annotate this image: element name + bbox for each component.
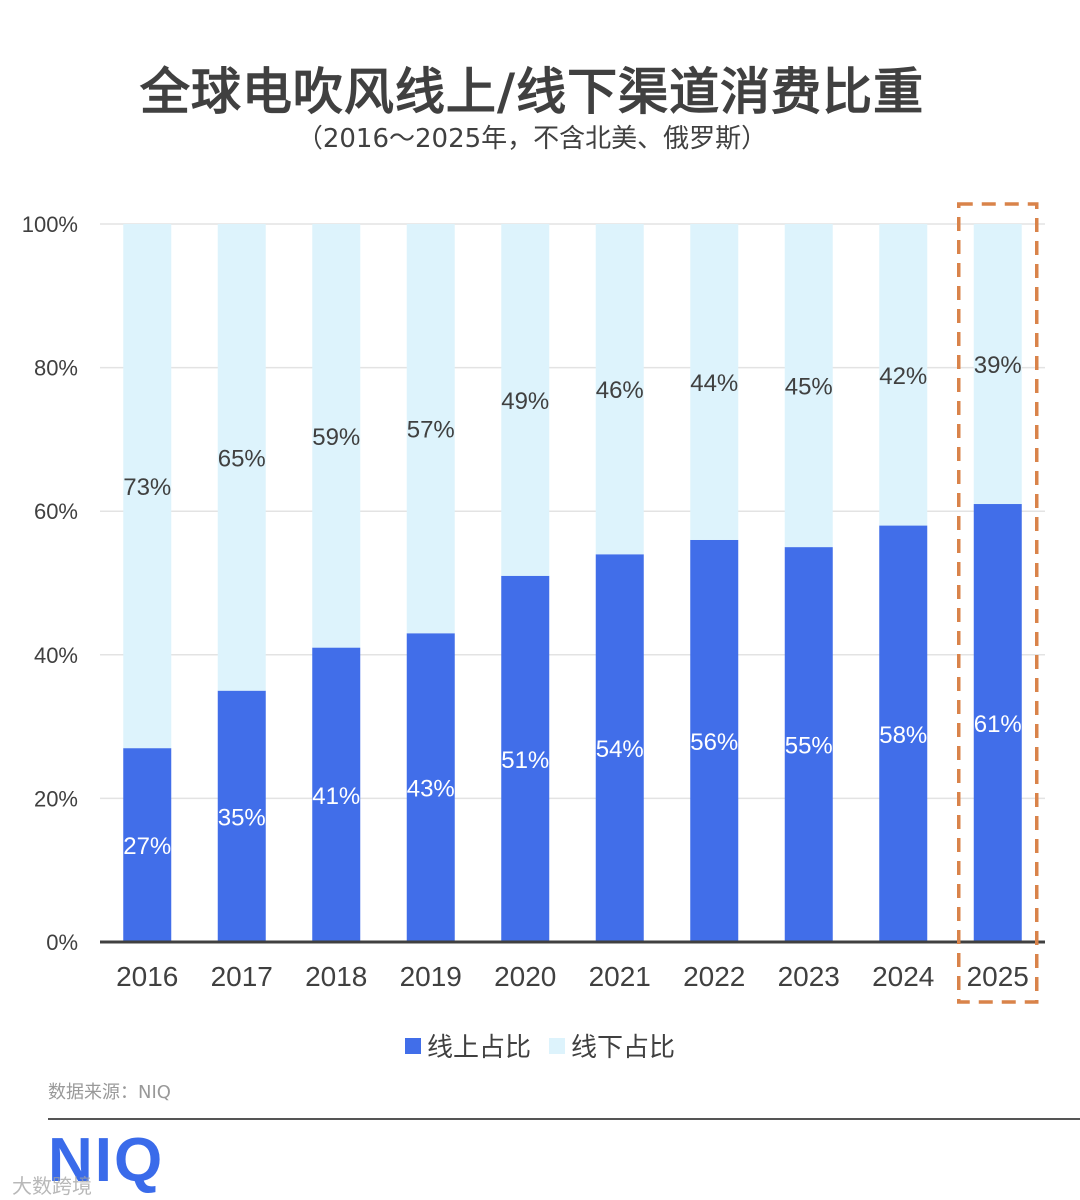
bar-offline — [879, 224, 928, 526]
x-tick-label: 2019 — [400, 961, 462, 992]
bar-offline — [501, 224, 550, 576]
x-tick-label: 2023 — [778, 961, 840, 992]
legend-item-offline: 线下占比 — [549, 1027, 675, 1064]
legend-swatch-online — [404, 1037, 421, 1054]
bar-online — [690, 539, 739, 942]
niq-logo: NIQ — [48, 1126, 165, 1195]
bar-online — [217, 690, 266, 942]
data-label-offline: 65% — [218, 445, 266, 472]
legend: 线上占比 线下占比 — [0, 1027, 1080, 1064]
data-label-offline: 42% — [879, 363, 927, 390]
data-label-offline: 44% — [690, 370, 738, 397]
stacked-bar-chart: 0% 20% 40% 60% 80% 100% 27% 73% 2016 35% 65% 2017 41… — [22, 202, 1045, 1004]
data-label-online: 54% — [596, 736, 644, 763]
bar-online — [595, 554, 644, 942]
x-tick-label: 2022 — [683, 961, 745, 992]
data-label-offline: 73% — [123, 474, 171, 501]
legend-swatch-offline — [549, 1037, 565, 1054]
y-tick-label: 40% — [34, 643, 78, 668]
y-tick-label: 20% — [34, 786, 78, 811]
y-tick-label: 100% — [22, 212, 78, 237]
data-label-offline: 59% — [312, 424, 360, 451]
bar-online — [406, 633, 455, 942]
bar-offline — [312, 224, 361, 648]
data-label-offline: 46% — [596, 377, 644, 404]
y-tick-label: 80% — [34, 356, 78, 381]
data-label-online: 55% — [785, 733, 833, 760]
x-tick-label: 2024 — [872, 961, 934, 992]
watermark: 大数跨境 — [12, 1174, 92, 1198]
bar-offline — [595, 224, 644, 555]
chart-subtitle: （2016～2025年，不含北美、俄罗斯） — [296, 124, 768, 154]
data-label-offline: 45% — [785, 374, 833, 401]
x-tick-label: 2017 — [211, 961, 273, 992]
chart-title: 全球电吹风线上/线下渠道消费比重 — [139, 63, 925, 121]
data-label-online: 43% — [407, 776, 455, 803]
data-source: 数据来源：NIQ — [48, 1082, 171, 1103]
bar-online — [501, 575, 550, 942]
divider — [48, 1118, 1080, 1120]
data-label-online: 35% — [218, 804, 266, 831]
data-label-online: 61% — [974, 711, 1022, 738]
data-label-offline: 49% — [501, 388, 549, 415]
legend-label-online: 线上占比 — [426, 1033, 531, 1063]
bar-offline — [123, 224, 172, 749]
x-tick-label: 2020 — [494, 961, 556, 992]
bar-online — [784, 547, 833, 942]
legend-item-online: 线上占比 — [404, 1027, 531, 1064]
data-label-online: 51% — [501, 747, 549, 774]
x-tick-label: 2016 — [116, 961, 178, 992]
x-tick-label: 2018 — [305, 961, 367, 992]
bar-online — [879, 525, 928, 942]
data-label-online: 27% — [123, 833, 171, 860]
data-label-offline: 57% — [407, 417, 455, 444]
y-tick-label: 60% — [34, 499, 78, 524]
bar-offline — [217, 224, 266, 691]
data-label-offline: 39% — [974, 352, 1022, 379]
bar-online — [973, 504, 1022, 942]
bar-offline — [973, 224, 1022, 505]
bar-offline — [406, 224, 455, 634]
bar-offline — [690, 224, 739, 540]
data-label-online: 58% — [879, 722, 927, 749]
y-tick-label: 0% — [46, 930, 78, 955]
x-tick-label: 2025 — [967, 961, 1029, 992]
bar-offline — [784, 224, 833, 548]
x-tick-label: 2021 — [589, 961, 651, 992]
data-label-online: 41% — [312, 783, 360, 810]
bar-online — [123, 748, 172, 942]
bar-online — [312, 647, 361, 942]
legend-label-offline: 线下占比 — [571, 1033, 676, 1063]
data-label-online: 56% — [690, 729, 738, 756]
